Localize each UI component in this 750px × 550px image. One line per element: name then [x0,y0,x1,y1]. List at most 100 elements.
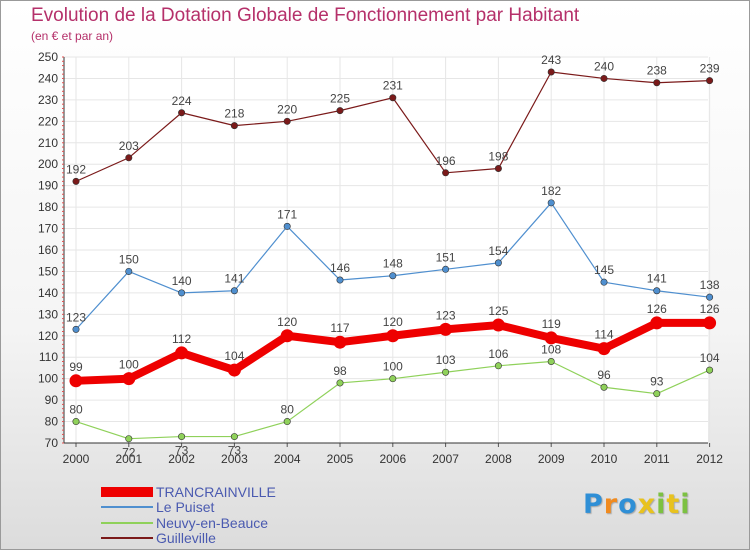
y-tick-label: 70 [45,436,59,450]
x-tick-label: 2004 [274,452,301,466]
legend-label: Le Puiset [156,499,215,516]
legend-swatch-le-puiset [101,506,153,509]
legend-swatch-guilleville [101,537,153,540]
data-label-le-puiset: 140 [172,274,192,288]
data-point-trancrainville [333,335,347,349]
data-point-neuvy-en-beauce [653,390,661,398]
data-point-trancrainville [280,329,294,343]
data-label-guilleville: 225 [330,92,350,106]
x-tick-label: 2012 [696,452,723,466]
data-label-guilleville: 240 [594,59,614,73]
data-point-trancrainville [703,316,717,330]
y-tick-label: 170 [38,222,58,236]
data-label-neuvy-en-beauce: 80 [281,403,295,417]
chart-title: Evolution de la Dotation Globale de Fonc… [31,5,580,26]
data-point-neuvy-en-beauce [389,375,397,383]
data-label-trancrainville: 112 [172,332,191,346]
data-point-le-puiset [706,293,714,301]
x-tick-label: 2007 [432,452,459,466]
data-point-trancrainville [491,318,505,332]
data-point-guilleville [706,77,714,85]
data-point-guilleville [547,68,555,76]
data-label-guilleville: 239 [700,62,720,76]
logo-letter: o [618,489,638,520]
y-tick-label: 220 [38,114,58,128]
proxiti-logo: Proxiti [583,489,691,520]
data-point-le-puiset [494,259,502,267]
data-point-neuvy-en-beauce [283,418,291,426]
y-tick-label: 120 [38,329,58,343]
x-tick-label: 2010 [591,452,618,466]
data-point-guilleville [230,122,238,130]
data-label-trancrainville: 99 [69,360,83,374]
data-label-le-puiset: 148 [383,257,403,271]
data-point-le-puiset [389,272,397,280]
data-point-guilleville [442,169,450,177]
data-point-guilleville [600,74,608,82]
y-tick-label: 110 [39,350,58,364]
data-point-guilleville [283,117,291,125]
data-label-guilleville: 218 [224,107,244,121]
data-label-neuvy-en-beauce: 73 [228,444,242,458]
data-point-trancrainville [69,374,83,388]
x-tick-label: 2002 [168,452,195,466]
data-point-guilleville [72,177,80,185]
data-label-neuvy-en-beauce: 108 [541,343,561,357]
data-label-trancrainville: 126 [700,302,720,316]
data-label-neuvy-en-beauce: 100 [383,360,403,374]
data-point-neuvy-en-beauce [125,435,133,443]
data-label-guilleville: 231 [383,79,403,93]
legend-label: TRANCRAINVILLE [156,483,276,500]
x-tick-label: 2003 [221,452,248,466]
data-point-le-puiset [72,325,80,333]
x-tick-label: 2001 [115,452,142,466]
legend-item-guilleville: Guilleville [101,531,276,547]
legend-item-trancrainville: TRANCRAINVILLE [101,484,276,500]
y-tick-label: 190 [38,179,58,193]
data-label-le-puiset: 141 [224,272,244,286]
line-chart: 7080901001101201301401501601701801902002… [38,50,723,466]
legend-label: Neuvy-en-Beauce [156,514,269,531]
legend-label: Guilleville [156,530,216,547]
data-point-neuvy-en-beauce [547,358,555,366]
data-point-trancrainville [650,316,664,330]
y-tick-label: 140 [38,286,58,300]
chart-subtitle: (en € et par an) [31,29,114,43]
data-label-le-puiset: 151 [436,250,456,264]
data-point-neuvy-en-beauce [336,379,344,387]
y-tick-label: 230 [38,93,58,107]
y-tick-label: 200 [38,157,58,171]
data-point-le-puiset [653,287,661,295]
data-point-trancrainville [544,331,558,345]
y-tick-label: 130 [38,307,58,321]
data-point-neuvy-en-beauce [178,433,186,441]
series-lines [69,68,717,443]
legend-swatch-neuvy-en-beauce [101,521,153,524]
x-tick-label: 2008 [485,452,512,466]
data-label-neuvy-en-beauce: 104 [700,351,720,365]
data-point-neuvy-en-beauce [230,433,238,441]
y-tick-label: 100 [38,372,58,386]
logo-letter: x [637,489,657,520]
y-tick-label: 90 [45,393,59,407]
data-label-guilleville: 243 [541,53,561,67]
data-label-trancrainville: 117 [330,321,349,335]
data-label-trancrainville: 104 [224,349,244,363]
data-label-neuvy-en-beauce: 72 [122,446,136,460]
data-label-le-puiset: 138 [700,278,720,292]
data-label-trancrainville: 100 [119,358,139,372]
data-label-guilleville: 196 [436,154,456,168]
data-point-le-puiset [336,276,344,284]
legend-item-le-puiset: Le Puiset [101,500,276,516]
data-label-trancrainville: 125 [488,304,508,318]
logo-letter: t [666,489,681,520]
x-tick-label: 2011 [644,452,670,466]
data-point-le-puiset [230,287,238,295]
x-tick-label: 2000 [63,452,90,466]
x-tick-label: 2005 [327,452,354,466]
data-label-le-puiset: 154 [488,244,508,258]
data-label-guilleville: 224 [172,94,192,108]
data-label-neuvy-en-beauce: 73 [175,444,189,458]
data-point-le-puiset [125,267,133,275]
